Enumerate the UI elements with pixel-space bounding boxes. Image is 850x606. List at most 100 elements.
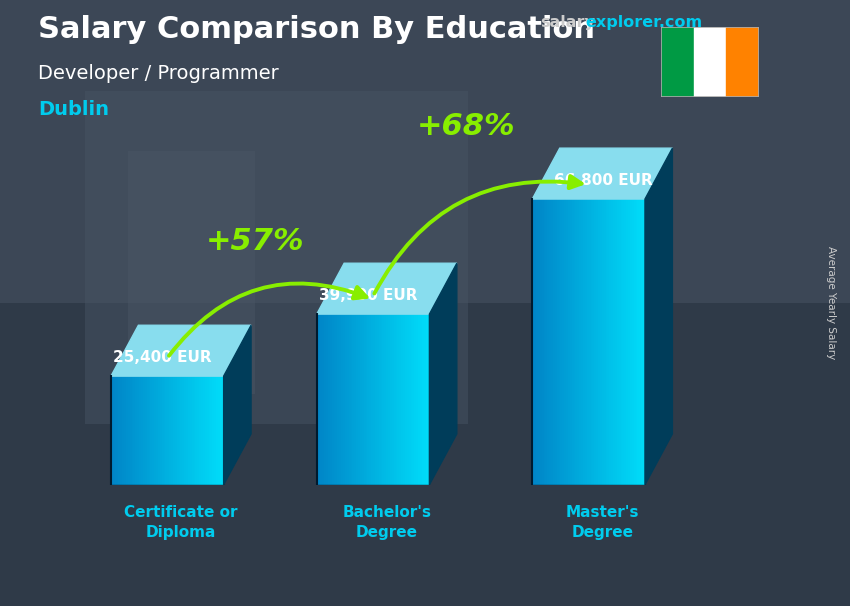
Text: Dublin: Dublin [38, 100, 110, 119]
Bar [177, 376, 179, 485]
Bar [113, 376, 116, 485]
Bar [588, 199, 591, 485]
Bar [364, 314, 366, 485]
Bar [636, 199, 638, 485]
Bar [169, 376, 172, 485]
Bar [615, 199, 617, 485]
Bar [602, 199, 604, 485]
Bar [332, 314, 334, 485]
Bar [192, 376, 194, 485]
Bar [605, 199, 608, 485]
Bar [622, 199, 625, 485]
Bar [220, 376, 222, 485]
Bar [354, 314, 357, 485]
Bar [568, 199, 570, 485]
Bar [386, 314, 388, 485]
Bar [409, 314, 411, 485]
Polygon shape [645, 148, 672, 485]
Bar [184, 376, 186, 485]
Bar [563, 199, 564, 485]
Bar [111, 376, 113, 485]
Bar [212, 376, 215, 485]
Bar [350, 314, 353, 485]
Bar [121, 376, 122, 485]
Bar [156, 376, 158, 485]
Bar [216, 376, 218, 485]
Bar [540, 199, 542, 485]
Bar [347, 314, 349, 485]
Bar [149, 376, 150, 485]
Bar [167, 376, 170, 485]
Bar [373, 314, 376, 485]
Bar [188, 376, 190, 485]
Bar [116, 376, 119, 485]
Bar [630, 199, 632, 485]
Bar [154, 376, 156, 485]
Bar [160, 376, 162, 485]
Bar [173, 376, 175, 485]
Bar [609, 199, 612, 485]
Bar [532, 199, 535, 485]
Bar [382, 314, 385, 485]
Bar [218, 376, 220, 485]
Bar [343, 314, 345, 485]
Bar [122, 376, 125, 485]
Bar [541, 199, 544, 485]
Bar [369, 314, 371, 485]
Bar [328, 314, 331, 485]
Bar [575, 199, 578, 485]
Bar [411, 314, 413, 485]
Bar [132, 376, 134, 485]
Bar [594, 199, 597, 485]
Bar [416, 314, 418, 485]
Bar [634, 199, 636, 485]
Bar [619, 199, 621, 485]
Bar [371, 314, 373, 485]
Bar [322, 314, 325, 485]
Bar [115, 376, 117, 485]
Bar [418, 314, 421, 485]
Bar [570, 199, 572, 485]
Bar [412, 314, 415, 485]
Bar [0, 0, 850, 303]
Bar [144, 376, 147, 485]
Bar [333, 314, 336, 485]
Polygon shape [429, 263, 456, 485]
Bar [596, 199, 598, 485]
Bar [379, 314, 381, 485]
Bar [560, 199, 563, 485]
Bar [341, 314, 343, 485]
Bar [0, 303, 850, 606]
Bar [585, 199, 587, 485]
Bar [572, 199, 574, 485]
Bar [171, 376, 173, 485]
Text: Developer / Programmer: Developer / Programmer [38, 64, 279, 82]
Bar [211, 376, 212, 485]
Bar [367, 314, 370, 485]
Bar [317, 314, 319, 485]
Bar [626, 199, 628, 485]
Bar [558, 199, 561, 485]
Bar [549, 199, 552, 485]
Bar [613, 199, 615, 485]
Bar [208, 376, 211, 485]
Bar [592, 199, 595, 485]
Bar [166, 376, 167, 485]
Bar [150, 376, 153, 485]
Bar [324, 314, 326, 485]
Bar [162, 376, 164, 485]
Bar [398, 314, 399, 485]
Bar [222, 376, 224, 485]
Bar [194, 376, 196, 485]
Bar [143, 376, 145, 485]
Bar [414, 314, 416, 485]
Bar [128, 376, 130, 485]
Bar [348, 314, 351, 485]
Text: 66,800 EUR: 66,800 EUR [554, 173, 653, 188]
Bar [643, 199, 645, 485]
Bar [139, 376, 141, 485]
Text: Certificate or
Diploma: Certificate or Diploma [124, 505, 238, 539]
Bar [426, 314, 428, 485]
Bar [203, 376, 206, 485]
Bar [641, 199, 643, 485]
